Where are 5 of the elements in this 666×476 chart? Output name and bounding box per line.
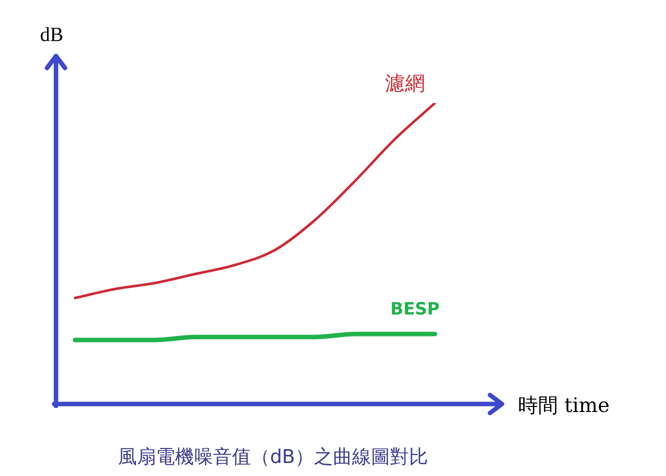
series-label: BESP xyxy=(390,299,440,320)
y-axis-title: dB xyxy=(40,24,64,47)
series-label: 濾網 xyxy=(385,71,425,96)
text: 風扇電機噪音值（dB）之曲線圖對比 xyxy=(116,445,430,470)
x-axis-title: 時間 time xyxy=(518,392,610,419)
